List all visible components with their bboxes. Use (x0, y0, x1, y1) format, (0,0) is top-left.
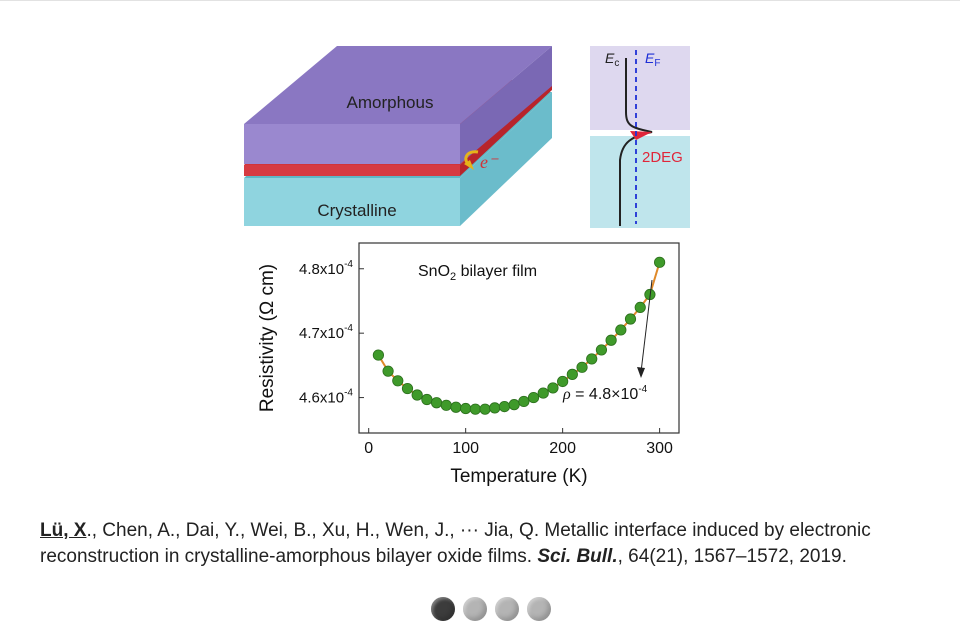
data-point (372, 349, 384, 361)
y-tick-label: 4.6x10-4 (299, 388, 353, 407)
bilayer-schematic: Amorphous Crystalline e⁻ (244, 46, 552, 226)
pager-dot-1[interactable] (431, 597, 455, 621)
citation-details: , 64(21), 1567–1572, 2019. (617, 546, 847, 567)
annotation-arrow (640, 279, 653, 373)
data-point (576, 361, 588, 373)
pager-dot-3[interactable] (495, 597, 519, 621)
plot-frame (358, 242, 680, 434)
data-point (537, 387, 549, 399)
amorphous-side-face (460, 46, 552, 164)
citation-authors: ., Chen, A., Dai, Y., Wei, B., Xu, H., W… (40, 520, 871, 567)
data-point (460, 402, 472, 415)
data-point (547, 382, 559, 394)
data-point (527, 391, 540, 404)
pager-dot-4[interactable] (527, 597, 551, 621)
amorphous-label: Amorphous (347, 93, 434, 112)
data-point (421, 393, 433, 406)
resistivity-chart: 0 100 200 300 4.6x10-4 4.7x10-4 4.8x10-4 SnO2 … (257, 242, 680, 487)
band-amorphous-region (590, 46, 690, 130)
carousel-pager (431, 597, 551, 623)
y-tick-label: 4.8x10-4 (299, 259, 353, 278)
data-point (624, 313, 637, 325)
citation-self-author: Lü, X (40, 520, 87, 541)
research-figure: Amorphous Crystalline e⁻ Ec EF 2DEG 0 100… (244, 46, 690, 487)
x-tick-label: 100 (452, 440, 479, 457)
amorphous-top-face (244, 46, 552, 124)
data-point (489, 402, 501, 414)
electron-label: e⁻ (480, 152, 499, 172)
data-point (557, 375, 569, 388)
data-point (498, 400, 511, 413)
pager-dot-2[interactable] (463, 597, 487, 621)
twodeg-label: 2DEG (642, 149, 683, 166)
data-point (450, 401, 462, 413)
data-point (401, 382, 414, 395)
x-tick-label: 300 (646, 440, 673, 457)
chart-marks: 0 100 200 300 4.6x10-4 4.7x10-4 4.8x10-4 (299, 256, 673, 457)
electron-arrow-head-icon (464, 160, 474, 170)
crystalline-front-face (244, 178, 460, 226)
x-tick-label: 200 (549, 440, 576, 457)
amorphous-front-face (244, 124, 460, 164)
ec-label: Ec (605, 50, 619, 69)
x-tick-label: 0 (364, 440, 373, 457)
data-point (430, 397, 443, 409)
x-axis-label: Temperature (K) (450, 466, 587, 487)
band-crystalline-region (590, 136, 690, 228)
data-point (392, 375, 404, 387)
data-point (586, 353, 598, 365)
data-point (479, 403, 491, 415)
data-point (615, 324, 627, 336)
data-point (469, 403, 481, 415)
rho-annotation: ρ = 4.8×10-4 (562, 384, 648, 403)
data-point (411, 389, 423, 401)
data-point (508, 399, 520, 411)
top-divider (0, 0, 960, 1)
data-point (654, 256, 666, 268)
y-axis-label: Resistivity (Ω cm) (257, 264, 278, 412)
data-point (566, 368, 578, 380)
interface-front-face (244, 165, 460, 176)
chart-title: SnO2 bilayer film (418, 263, 537, 283)
y-tick-label: 4.7x10-4 (299, 323, 353, 342)
annotation-arrow-head-icon (637, 367, 645, 378)
data-point (518, 395, 530, 408)
data-point (605, 334, 617, 346)
data-point (595, 344, 608, 356)
ef-label: EF (645, 50, 660, 69)
citation-text: Lü, X., Chen, A., Dai, Y., Wei, B., Xu, … (40, 518, 930, 570)
band-diagram: Ec EF 2DEG (590, 46, 690, 228)
figure-svg: Amorphous Crystalline e⁻ Ec EF 2DEG 0 100… (244, 46, 690, 487)
crystalline-side-face (460, 92, 552, 226)
citation-journal: Sci. Bull. (537, 546, 618, 567)
data-point (634, 301, 646, 314)
crystalline-label: Crystalline (317, 201, 396, 220)
data-point (382, 365, 394, 377)
data-point (440, 399, 452, 411)
